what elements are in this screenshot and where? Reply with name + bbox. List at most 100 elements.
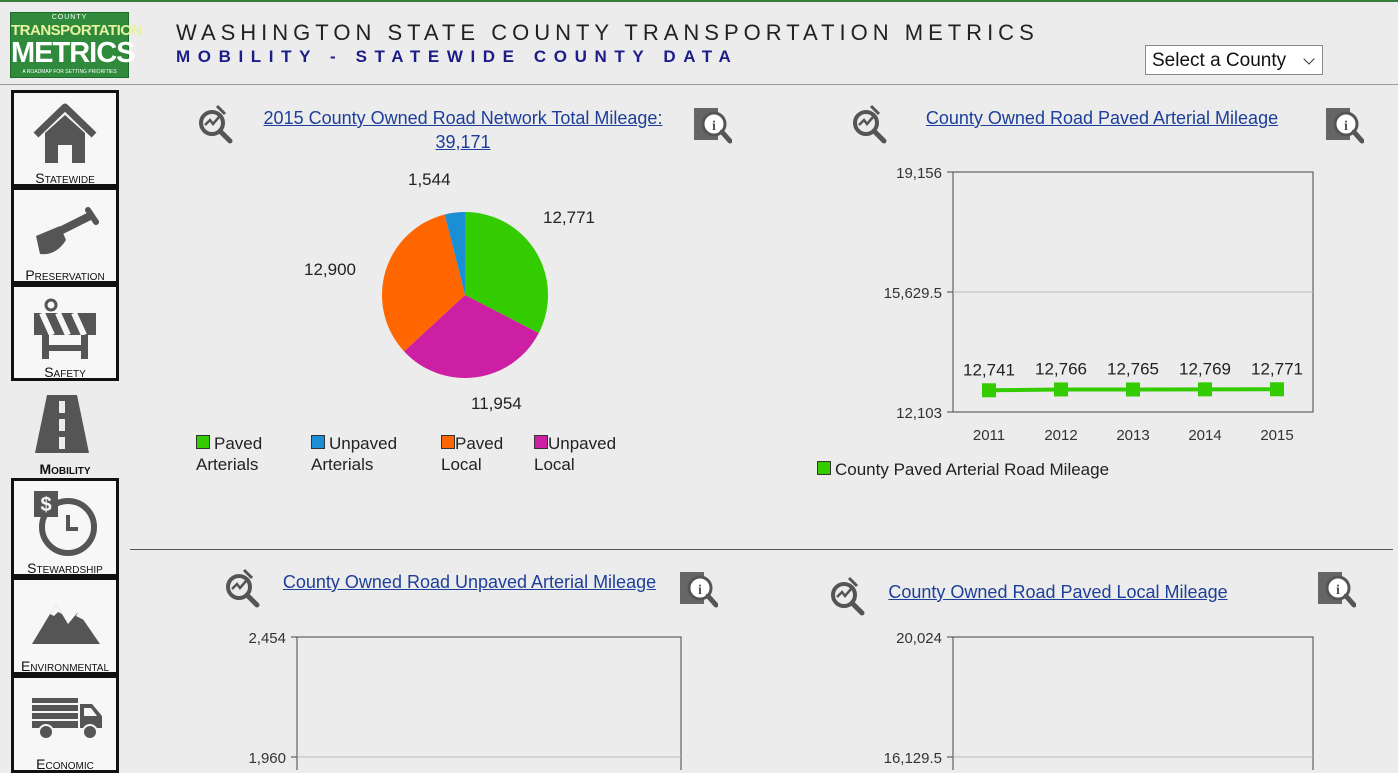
legend-unpaved-arterials: Unpaved Arterials [311, 433, 397, 475]
legend-line-2: Arterials [196, 455, 259, 474]
legend-line-2: Arterials [311, 455, 374, 474]
nav-label-statewide: Statewide [35, 170, 95, 186]
pie-label-paved-arterials: 12,771 [543, 208, 595, 227]
legend-series-name: County Paved Arterial Road Mileage [835, 460, 1110, 479]
logo-line-1: COUNTY [51, 14, 88, 21]
nav-label-economic: Economic [36, 756, 94, 772]
nav-economic[interactable]: Economic [11, 675, 119, 773]
legend-swatch [441, 435, 455, 449]
legend-swatch [817, 461, 831, 475]
chevron-down-icon [1303, 53, 1315, 65]
legend-swatch [196, 435, 210, 449]
legend-line-1: Unpaved [548, 434, 617, 453]
pie-slice-unpaved-arterials [444, 212, 465, 295]
svg-text:i: i [1344, 119, 1348, 134]
legend-paved-local: Paved Local [441, 433, 503, 475]
pie-title-line-2: 39,171 [435, 132, 491, 152]
unpaved-arterial-chart-title[interactable]: County Owned Road Unpaved Arterial Milea… [282, 572, 657, 592]
data-label: 12,741 [963, 360, 1015, 379]
road-icon [35, 395, 89, 453]
nav-stewardship[interactable]: $ Stewardship [11, 478, 119, 577]
x-tick-label: 2015 [1260, 427, 1293, 444]
nav-label-safety: Safety [44, 364, 86, 380]
pie-label-unpaved-local: 11,954 [471, 394, 522, 413]
page-title: WASHINGTON STATE COUNTY TRANSPORTATION M… [176, 20, 1039, 45]
mountain-icon [32, 604, 100, 644]
zoom-chart-icon[interactable] [197, 104, 233, 144]
legend-unpaved-local: Unpaved Local [534, 433, 616, 475]
top-accent-bar [0, 0, 1398, 2]
series-point [1126, 382, 1140, 397]
series-point [982, 383, 996, 398]
legend-paved-arterials: Paved Arterials [196, 433, 262, 475]
county-select-value: Select a County [1152, 50, 1287, 71]
series-point [1054, 382, 1068, 397]
nav-statewide[interactable]: Statewide [11, 90, 119, 187]
nav-safety[interactable]: Safety [11, 284, 119, 381]
nav-label-stewardship: Stewardship [27, 560, 103, 576]
legend-paved-arterial-series: County Paved Arterial Road Mileage [817, 459, 1109, 480]
pie-title-line-1: 2015 County Owned Road Network Total Mil… [263, 108, 663, 128]
nav-environmental[interactable]: Environmental [11, 577, 119, 675]
nav-preservation[interactable]: Preservation [11, 187, 119, 284]
nav-mobility[interactable]: Mobility [11, 381, 119, 478]
zoom-chart-icon[interactable] [851, 104, 887, 144]
paved-arterial-chart-title[interactable]: County Owned Road Paved Arterial Mileage [925, 108, 1279, 128]
pie-slices [382, 212, 548, 378]
plot-area [296, 636, 682, 770]
county-select[interactable]: Select a County [1145, 45, 1323, 75]
nav-label-preservation: Preservation [25, 267, 105, 283]
x-tick-label: 2011 [973, 427, 1005, 444]
info-magnify-icon[interactable]: i [678, 568, 718, 608]
data-labels: 12,741 12,766 12,765 12,769 12,771 [963, 359, 1303, 379]
paved-arterial-line-chart: 19,156 15,629.5 12,103 2011 2012 2013 2014 2… [884, 165, 1314, 444]
y-tick-label: 20,024 [896, 630, 942, 647]
shovel-icon [36, 207, 99, 255]
series-points [982, 382, 1284, 398]
y-tick-label: 15,629.5 [884, 285, 942, 302]
y-tick-label: 16,129.5 [884, 750, 942, 767]
legend-swatch [311, 435, 325, 449]
pie-chart-title[interactable]: 2015 County Owned Road Network Total Mil… [240, 106, 686, 154]
x-tick-labels: 2011 2012 2013 2014 2015 [973, 427, 1294, 444]
legend-swatch [534, 435, 548, 449]
legend-line-1: Paved [455, 434, 504, 453]
pie-slice-paved-arterials [465, 212, 548, 334]
zoom-chart-icon[interactable] [829, 576, 865, 616]
info-magnify-icon[interactable]: i [692, 104, 732, 144]
data-label: 12,766 [1035, 359, 1087, 378]
pie-label-paved-local: 12,900 [304, 260, 356, 279]
nav-label-environmental: Environmental [20, 658, 110, 674]
legend-line-1: Paved [214, 434, 263, 453]
data-label: 12,771 [1251, 359, 1303, 378]
paved-local-line-chart: 20,024 16,129.5 [884, 630, 1314, 770]
pie-label-unpaved-arterials: 1,544 [408, 170, 451, 189]
svg-text:i: i [698, 583, 702, 598]
unpaved-arterial-line-chart: 2,454 1,960 [248, 630, 682, 770]
page-header: COUNTY TRANSPORTATION METRICS A ROADMAP … [0, 2, 1398, 85]
truck-icon [32, 698, 102, 740]
page-subtitle: MOBILITY - STATEWIDE COUNTY DATA [176, 47, 739, 66]
x-tick-label: 2014 [1188, 427, 1221, 444]
plot-area [952, 636, 1314, 770]
metrics-logo[interactable]: COUNTY TRANSPORTATION METRICS A ROADMAP … [10, 12, 142, 78]
y-tick-label: 1,960 [248, 750, 286, 767]
info-magnify-icon[interactable]: i [1316, 568, 1356, 608]
clock-money-icon: $ [34, 491, 97, 556]
legend-line-1: Unpaved [329, 434, 398, 453]
zoom-chart-icon[interactable] [224, 568, 260, 608]
logo-line-2: TRANSPORTATION [11, 22, 142, 39]
nav-label-mobility: Mobility [39, 461, 91, 477]
panel-divider [130, 549, 1393, 550]
series-point [1270, 382, 1284, 397]
info-magnify-icon[interactable]: i [1324, 104, 1364, 144]
pie-slice-unpaved-local [404, 295, 539, 378]
pie-chart [382, 212, 548, 378]
logo-line-3: METRICS [11, 37, 136, 69]
svg-text:i: i [1336, 583, 1340, 598]
svg-text:i: i [712, 119, 716, 134]
paved-local-chart-title[interactable]: County Owned Road Paved Local Mileage [888, 582, 1228, 602]
house-icon [33, 103, 97, 163]
svg-text:$: $ [40, 494, 51, 516]
logo-line-4: A ROADMAP FOR SETTING PRIORITIES [22, 69, 117, 75]
